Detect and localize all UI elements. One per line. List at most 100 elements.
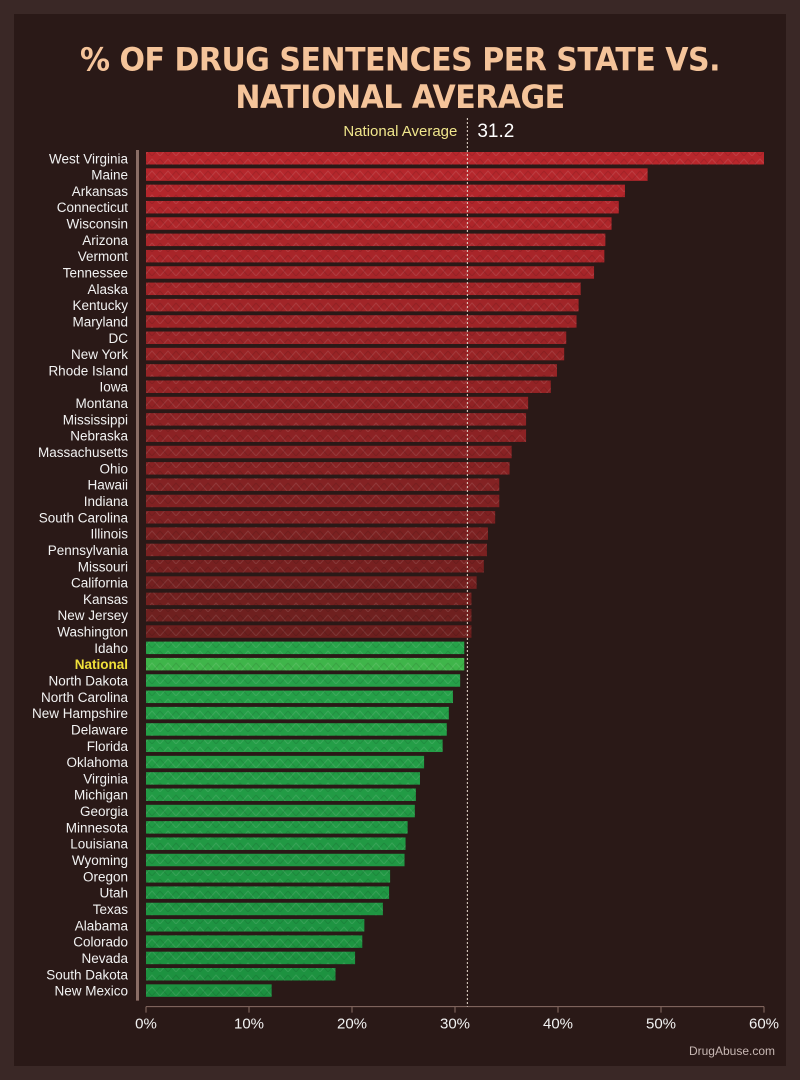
category-label: Kentucky (72, 298, 128, 313)
category-label: North Dakota (48, 673, 128, 688)
bar-texture (146, 380, 551, 393)
bar-texture (146, 641, 465, 655)
category-label: Oklahoma (66, 755, 128, 770)
bar-texture (146, 429, 527, 442)
category-label: Kansas (83, 592, 128, 607)
category-label: Virginia (83, 771, 128, 786)
national-average-label: National Average (343, 123, 457, 140)
category-label: Pennsylvania (48, 543, 129, 558)
category-label: Maine (91, 168, 128, 183)
category-label: New York (71, 347, 128, 362)
category-label: Vermont (78, 249, 129, 264)
bar-texture (146, 788, 416, 801)
bar-texture (146, 608, 472, 622)
category-label: Maryland (72, 314, 128, 329)
category-label: Iowa (99, 380, 128, 395)
bar-texture (146, 543, 487, 557)
category-label: Colorado (73, 935, 128, 950)
bar-texture (146, 413, 527, 426)
category-label: California (71, 576, 129, 591)
category-label: Delaware (71, 722, 128, 737)
category-label: Nevada (81, 951, 128, 966)
category-label: Washington (57, 625, 128, 640)
bar-texture (146, 445, 512, 459)
category-label: Arkansas (72, 184, 129, 199)
bar-texture (146, 249, 605, 263)
category-label: Alabama (75, 918, 129, 933)
bar-texture (146, 315, 577, 328)
bar-texture (146, 152, 764, 165)
bar-texture (146, 298, 579, 312)
bar-texture (146, 462, 510, 475)
bar-texture (146, 494, 500, 508)
category-label: North Carolina (41, 690, 129, 705)
category-label: Texas (93, 902, 129, 917)
category-label: Hawaii (87, 478, 128, 493)
bar-texture (146, 706, 449, 720)
category-label: Indiana (84, 494, 129, 509)
bar-texture (146, 657, 465, 671)
category-label: Nebraska (70, 429, 128, 444)
bar-texture (146, 364, 557, 377)
chart-title: % OF DRUG SENTENCES PER STATE VS. NATION… (80, 41, 720, 117)
category-label: Louisiana (70, 837, 128, 852)
bar-texture (146, 821, 408, 834)
bars-group (146, 152, 764, 997)
category-label: South Dakota (46, 967, 128, 982)
bar-texture (146, 723, 447, 736)
category-label: Utah (99, 886, 128, 901)
source-credit: DrugAbuse.com (689, 1044, 775, 1058)
category-label: National (75, 657, 128, 672)
bar-texture (146, 560, 484, 573)
bar-texture (146, 919, 365, 932)
bar-texture (146, 331, 567, 345)
bar-texture (146, 804, 415, 818)
bar-texture (146, 837, 406, 850)
bar-texture (146, 984, 272, 997)
bar-texture (146, 935, 363, 948)
category-label: Arizona (82, 233, 128, 248)
bar-texture (146, 592, 472, 606)
category-label: Michigan (74, 788, 128, 803)
bar-texture (146, 902, 383, 916)
category-label: Connecticut (57, 200, 129, 215)
category-label: Tennessee (63, 265, 128, 280)
x-tick-label: 40% (543, 1016, 573, 1033)
x-tick-label: 30% (440, 1016, 470, 1033)
bar-texture (146, 217, 612, 230)
bar-texture (146, 739, 443, 753)
category-label: DC (109, 331, 129, 346)
category-label: Idaho (94, 641, 128, 656)
bar-texture (146, 282, 581, 296)
category-label: Montana (75, 396, 128, 411)
x-tick-label: 10% (234, 1016, 264, 1033)
bar-texture (146, 755, 425, 769)
category-label: South Carolina (39, 510, 129, 525)
category-label: Georgia (80, 804, 129, 819)
x-tick-label: 0% (135, 1016, 157, 1033)
bar-texture (146, 690, 453, 704)
category-label: Missouri (78, 559, 128, 574)
bar-texture (146, 200, 619, 214)
category-label: West Virginia (49, 151, 129, 166)
category-label: Mississippi (63, 412, 128, 427)
bar-texture (146, 347, 565, 361)
category-label: Rhode Island (48, 363, 128, 378)
bar-texture (146, 266, 595, 279)
bar-texture (146, 951, 356, 965)
x-axis: 0% 10% 20% 30% 40% 50% 60% (135, 1006, 779, 1033)
category-label: Minnesota (66, 820, 129, 835)
bar-texture (146, 168, 648, 181)
bar-texture (146, 233, 606, 247)
category-label: Illinois (90, 527, 128, 542)
category-label: Ohio (99, 461, 128, 476)
category-label: Alaska (87, 282, 128, 297)
y-axis-line (136, 150, 139, 1001)
category-label: Wyoming (72, 853, 128, 868)
bar-texture (146, 478, 500, 491)
category-label: New Jersey (57, 608, 128, 623)
x-tick-label: 50% (646, 1016, 676, 1033)
bar-texture (146, 527, 488, 540)
